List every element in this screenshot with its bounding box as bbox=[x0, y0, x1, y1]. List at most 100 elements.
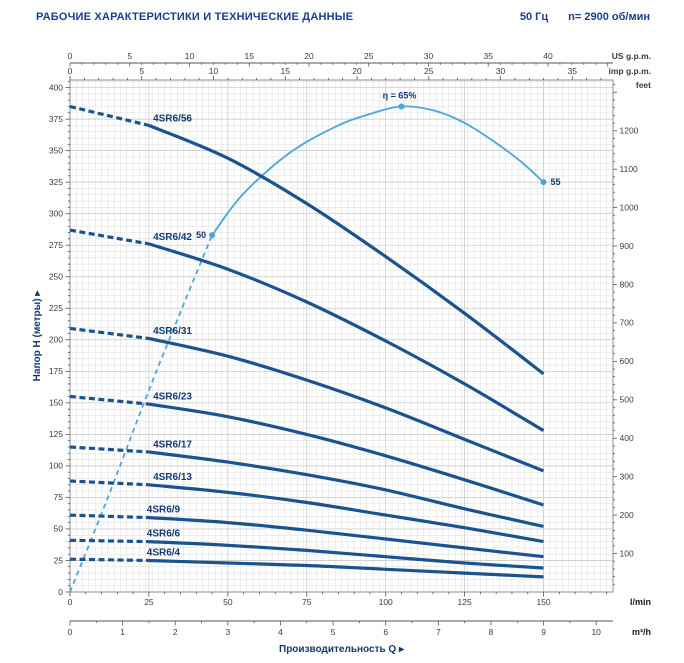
curve-dashed-4sr6-42 bbox=[69, 228, 150, 246]
svg-text:175: 175 bbox=[49, 366, 63, 376]
y-axis-title: Напор H (метры) ▸ bbox=[32, 290, 43, 382]
feet-axis-label: feet bbox=[636, 80, 651, 90]
efficiency-marker-label: 50 bbox=[196, 230, 206, 240]
svg-text:0: 0 bbox=[68, 597, 73, 607]
axes: 0 5 10 15 20 25 30 35 40 US g.p.m.0 5 10 15 20 25 30 35 i… bbox=[32, 51, 651, 655]
svg-text:6: 6 bbox=[383, 627, 388, 637]
curve-label-4sr6-9: 4SR6/9 bbox=[147, 504, 181, 515]
curve-dashed-4sr6-56 bbox=[69, 104, 150, 127]
curve-label-4sr6-13: 4SR6/13 bbox=[153, 472, 192, 483]
curve-4sr6-6 bbox=[148, 540, 544, 570]
efficiency-marker bbox=[540, 179, 547, 186]
curve-dashed-4sr6-13 bbox=[69, 479, 149, 487]
svg-text:0: 0 bbox=[68, 66, 73, 76]
svg-text:25: 25 bbox=[364, 51, 374, 61]
svg-text:8: 8 bbox=[489, 627, 494, 637]
svg-text:1200: 1200 bbox=[620, 126, 639, 136]
svg-text:900: 900 bbox=[620, 241, 634, 251]
svg-text:0: 0 bbox=[58, 587, 63, 597]
curve-4sr6-9 bbox=[148, 516, 544, 559]
svg-text:50: 50 bbox=[223, 597, 233, 607]
svg-text:250: 250 bbox=[49, 272, 63, 282]
us-gpm-axis-label: US g.p.m. bbox=[612, 51, 651, 61]
imp-gpm-axis-label: imp g.p.m. bbox=[609, 66, 652, 76]
svg-text:225: 225 bbox=[49, 303, 63, 313]
efficiency-marker bbox=[398, 103, 405, 110]
operating-specs: 50 Гц n= 2900 об/мин bbox=[520, 11, 650, 23]
curve-label-4sr6-6: 4SR6/6 bbox=[147, 529, 181, 540]
x-axis-title: Производительность Q ▸ bbox=[279, 644, 405, 655]
svg-text:40: 40 bbox=[543, 51, 553, 61]
svg-text:300: 300 bbox=[49, 208, 63, 218]
svg-text:100: 100 bbox=[620, 548, 634, 558]
svg-text:700: 700 bbox=[620, 318, 634, 328]
svg-text:800: 800 bbox=[620, 279, 634, 289]
svg-text:1000: 1000 bbox=[620, 202, 639, 212]
efficiency-curve-dashed bbox=[69, 234, 213, 593]
svg-text:15: 15 bbox=[245, 51, 255, 61]
svg-text:5: 5 bbox=[127, 51, 132, 61]
page-title: РАБОЧИЕ ХАРАКТЕРИСТИКИ И ТЕХНИЧЕСКИЕ ДАН… bbox=[36, 11, 354, 23]
plot-border bbox=[69, 79, 614, 593]
svg-text:500: 500 bbox=[620, 395, 634, 405]
svg-text:35: 35 bbox=[483, 51, 493, 61]
svg-text:600: 600 bbox=[620, 356, 634, 366]
svg-text:10: 10 bbox=[185, 51, 195, 61]
svg-text:150: 150 bbox=[536, 597, 550, 607]
svg-text:30: 30 bbox=[424, 51, 434, 61]
svg-text:20: 20 bbox=[352, 66, 362, 76]
svg-text:125: 125 bbox=[458, 597, 472, 607]
pump-curves: 4SR6/56 4SR6/42 4SR6/31 4SR6/23 4SR6/17 4SR6/… bbox=[69, 104, 545, 579]
svg-text:100: 100 bbox=[49, 461, 63, 471]
curve-4sr6-4 bbox=[148, 558, 544, 579]
svg-text:35: 35 bbox=[568, 66, 578, 76]
curve-label-4sr6-17: 4SR6/17 bbox=[153, 439, 192, 450]
svg-text:400: 400 bbox=[49, 82, 63, 92]
svg-text:7: 7 bbox=[436, 627, 441, 637]
svg-text:1100: 1100 bbox=[620, 164, 639, 174]
svg-text:150: 150 bbox=[49, 398, 63, 408]
svg-text:75: 75 bbox=[54, 492, 64, 502]
svg-text:375: 375 bbox=[49, 114, 63, 124]
lmin-axis-label: l/min bbox=[630, 597, 651, 607]
svg-text:200: 200 bbox=[49, 335, 63, 345]
curve-dashed-4sr6-4 bbox=[69, 557, 149, 563]
curve-4sr6-42 bbox=[148, 242, 545, 432]
curve-label-4sr6-56: 4SR6/56 bbox=[153, 114, 192, 125]
svg-text:400: 400 bbox=[620, 433, 634, 443]
grid-lines bbox=[69, 80, 614, 593]
efficiency-marker-label: 55 bbox=[551, 177, 561, 187]
svg-text:30: 30 bbox=[496, 66, 506, 76]
curve-4sr6-23 bbox=[148, 402, 544, 507]
speed-value: n= 2900 об/мин bbox=[568, 11, 650, 23]
svg-text:1: 1 bbox=[120, 627, 125, 637]
efficiency-markers: 50 η = 65% 55 bbox=[196, 91, 560, 241]
svg-text:0: 0 bbox=[68, 627, 73, 637]
svg-text:3: 3 bbox=[225, 627, 230, 637]
efficiency-marker bbox=[209, 232, 216, 239]
svg-text:25: 25 bbox=[424, 66, 434, 76]
svg-text:2: 2 bbox=[173, 627, 178, 637]
svg-text:10: 10 bbox=[209, 66, 219, 76]
curve-4sr6-17 bbox=[148, 450, 544, 528]
efficiency-marker-label: η = 65% bbox=[383, 91, 417, 101]
curve-4sr6-13 bbox=[148, 483, 544, 544]
curve-4sr6-31 bbox=[148, 336, 545, 473]
curve-dashed-4sr6-31 bbox=[69, 326, 150, 341]
svg-text:5: 5 bbox=[139, 66, 144, 76]
svg-text:9: 9 bbox=[541, 627, 546, 637]
svg-text:15: 15 bbox=[281, 66, 291, 76]
svg-text:0: 0 bbox=[68, 51, 73, 61]
svg-text:275: 275 bbox=[49, 240, 63, 250]
svg-text:50: 50 bbox=[54, 524, 64, 534]
svg-text:325: 325 bbox=[49, 177, 63, 187]
svg-text:5: 5 bbox=[331, 627, 336, 637]
efficiency-curve-solid bbox=[211, 105, 545, 236]
curve-dashed-4sr6-9 bbox=[69, 513, 149, 520]
curve-label-4sr6-42: 4SR6/42 bbox=[153, 232, 192, 243]
curve-dashed-4sr6-23 bbox=[69, 394, 150, 406]
frequency-value: 50 Гц bbox=[519, 11, 549, 23]
svg-text:4: 4 bbox=[278, 627, 283, 637]
